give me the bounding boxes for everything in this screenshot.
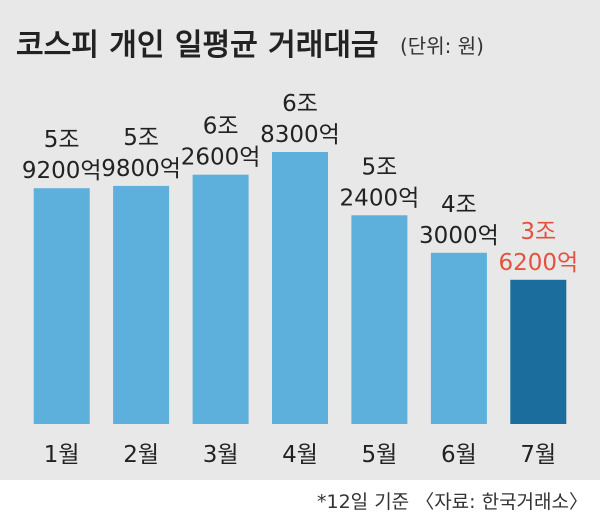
value-label-1-line-2: 9200억 xyxy=(22,158,102,184)
x-tick-label-7: 7월 xyxy=(520,442,556,468)
x-axis-labels: 1월 2월 3월 4월 5월 6월 7월 xyxy=(44,442,556,468)
x-tick-label-1: 1월 xyxy=(44,442,80,468)
bar-1 xyxy=(33,188,90,424)
value-label-1-line-1: 5조 xyxy=(44,127,80,153)
x-tick-label-3: 3월 xyxy=(203,442,239,468)
value-label-4-line-2: 8300억 xyxy=(260,122,340,148)
bar-chart: 코스피 개인 일평균 거래대금 (단위: 원) 5조 9200억 5조 9800억 6조… xyxy=(16,28,578,468)
value-label-6-line-1: 4조 xyxy=(441,192,477,218)
chart-title-group: 코스피 개인 일평균 거래대금 (단위: 원) xyxy=(16,28,484,63)
bar-5 xyxy=(351,215,408,424)
x-tick-label-4: 4월 xyxy=(282,442,318,468)
value-label-5-line-1: 5조 xyxy=(362,154,398,180)
value-label-4-line-1: 6조 xyxy=(282,91,318,117)
value-label-7-line-1: 3조 xyxy=(520,219,556,245)
chart-panel: 코스피 개인 일평균 거래대금 (단위: 원) 5조 9200억 5조 9800억 6조… xyxy=(0,0,600,480)
value-label-3-line-2: 2600억 xyxy=(181,145,261,171)
value-label-6-line-2: 3000억 xyxy=(419,223,499,249)
value-label-5-line-2: 2400억 xyxy=(340,185,420,211)
x-tick-label-6: 6월 xyxy=(441,442,477,468)
x-tick-label-2: 2월 xyxy=(123,442,159,468)
bars-layer xyxy=(33,152,567,424)
bar-6 xyxy=(430,252,487,424)
source-note: *12일 기준 〈자료: 한국거래소〉 xyxy=(317,491,588,513)
value-label-2-line-1: 5조 xyxy=(123,125,159,151)
value-label-7-line-2: 6200억 xyxy=(498,250,578,276)
x-tick-label-5: 5월 xyxy=(362,442,398,468)
bar-2 xyxy=(113,185,170,424)
value-label-3-line-1: 6조 xyxy=(203,114,239,140)
bar-4 xyxy=(272,152,328,424)
chart-title: 코스피 개인 일평균 거래대금 xyxy=(16,28,379,63)
value-labels-layer: 5조 9200억 5조 9800억 6조 2600억 6조 8300억 5조 2400억 4조 300… xyxy=(22,91,578,276)
unit-note: (단위: 원) xyxy=(400,34,484,58)
bar-7 xyxy=(510,279,567,424)
footer xyxy=(0,480,600,525)
value-label-2-line-2: 9800억 xyxy=(101,156,181,182)
bar-3 xyxy=(192,174,249,424)
